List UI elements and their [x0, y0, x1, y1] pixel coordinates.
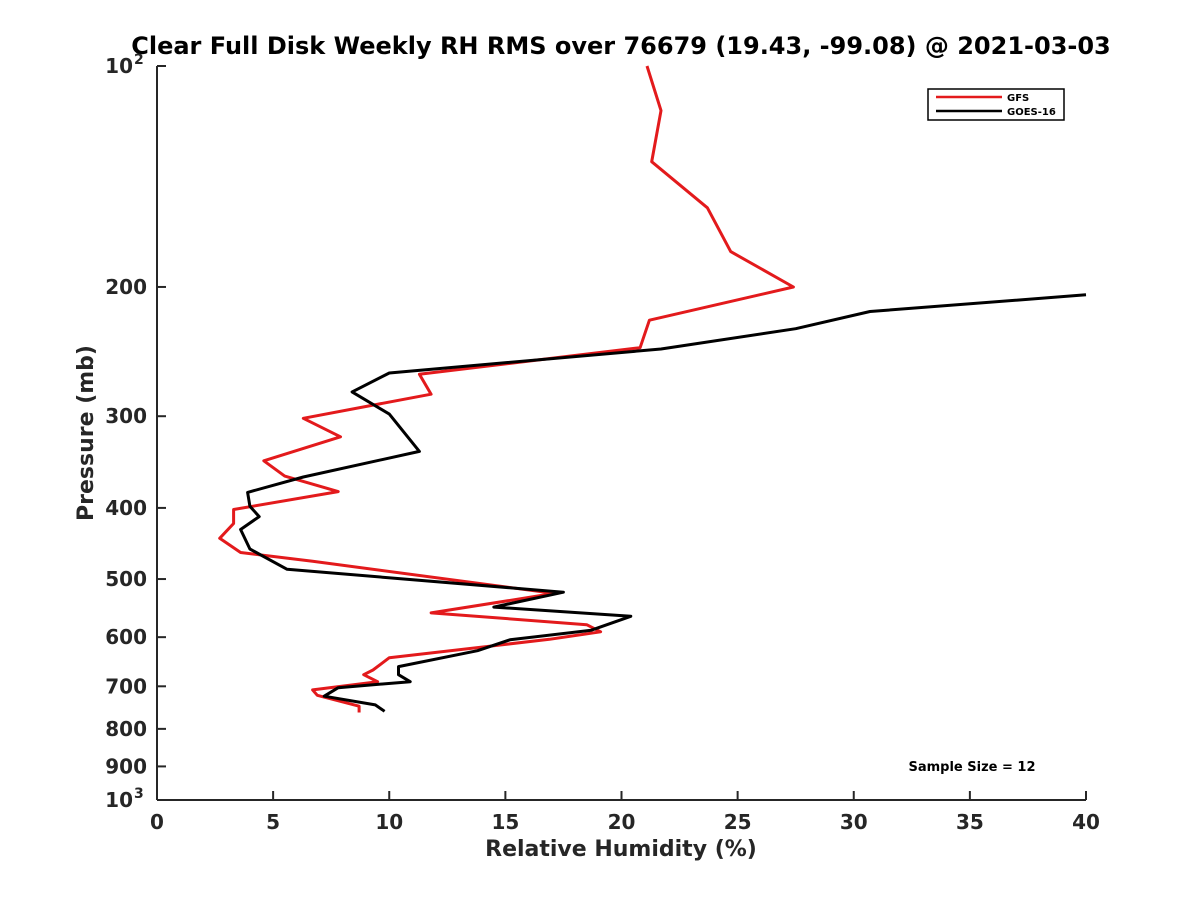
x-tick-label: 25 — [724, 810, 752, 834]
sample-size-annotation: Sample Size = 12 — [908, 760, 1035, 775]
y-tick-label: 900 — [105, 754, 147, 778]
y-axis-label: Pressure (mb) — [74, 345, 99, 521]
x-tick-label: 40 — [1072, 810, 1100, 834]
legend-label-gfs: GFS — [1007, 93, 1029, 104]
series-line-goes-16 — [239, 293, 1087, 713]
chart-title: Clear Full Disk Weekly RH RMS over 76679… — [131, 32, 1111, 60]
y-tick-exponent: 2 — [134, 52, 144, 68]
y-tick-label: 600 — [105, 625, 147, 649]
x-tick-label: 35 — [956, 810, 984, 834]
x-tick-label: 10 — [375, 810, 403, 834]
x-tick-label: 0 — [150, 810, 164, 834]
x-tick-label: 5 — [266, 810, 280, 834]
legend: GFS GOES-16 — [927, 88, 1065, 121]
y-tick-label: 300 — [105, 404, 147, 428]
y-tick-label: 200 — [105, 275, 147, 299]
legend-label-goes-16: GOES-16 — [1007, 107, 1056, 118]
y-tick-label: 800 — [105, 717, 147, 741]
x-tick-label: 30 — [840, 810, 868, 834]
y-tick-label: 400 — [105, 496, 147, 520]
y-tick-label: 500 — [105, 567, 147, 591]
x-tick-label: 15 — [491, 810, 519, 834]
y-tick-label: 700 — [105, 674, 147, 698]
series-line-gfs — [218, 65, 795, 713]
y-tick-exponent: 3 — [134, 786, 144, 802]
legend-box — [927, 88, 1065, 121]
y-tick-label: 10 — [105, 788, 133, 812]
x-tick-label: 20 — [608, 810, 636, 834]
x-axis-label: Relative Humidity (%) — [485, 837, 757, 862]
y-tick-label: 10 — [105, 54, 133, 78]
